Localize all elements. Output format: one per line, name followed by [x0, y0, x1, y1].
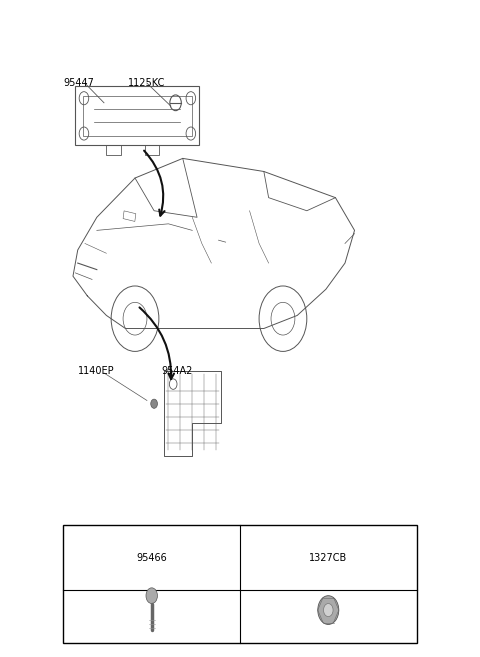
Bar	[144, 145, 159, 155]
Bar	[63, 525, 417, 643]
Text: 95466: 95466	[136, 553, 167, 563]
Circle shape	[151, 399, 157, 408]
Text: 95447: 95447	[63, 78, 94, 88]
Circle shape	[318, 596, 339, 624]
Text: 1327CB: 1327CB	[309, 553, 348, 563]
Bar	[107, 145, 120, 155]
Bar	[83, 97, 192, 135]
Text: 1125KC: 1125KC	[128, 78, 165, 88]
Circle shape	[146, 588, 157, 604]
Bar	[75, 87, 199, 145]
Text: 954A2: 954A2	[161, 366, 192, 376]
Circle shape	[324, 604, 333, 617]
Bar	[123, 211, 136, 221]
Text: 1140EP: 1140EP	[78, 366, 114, 376]
